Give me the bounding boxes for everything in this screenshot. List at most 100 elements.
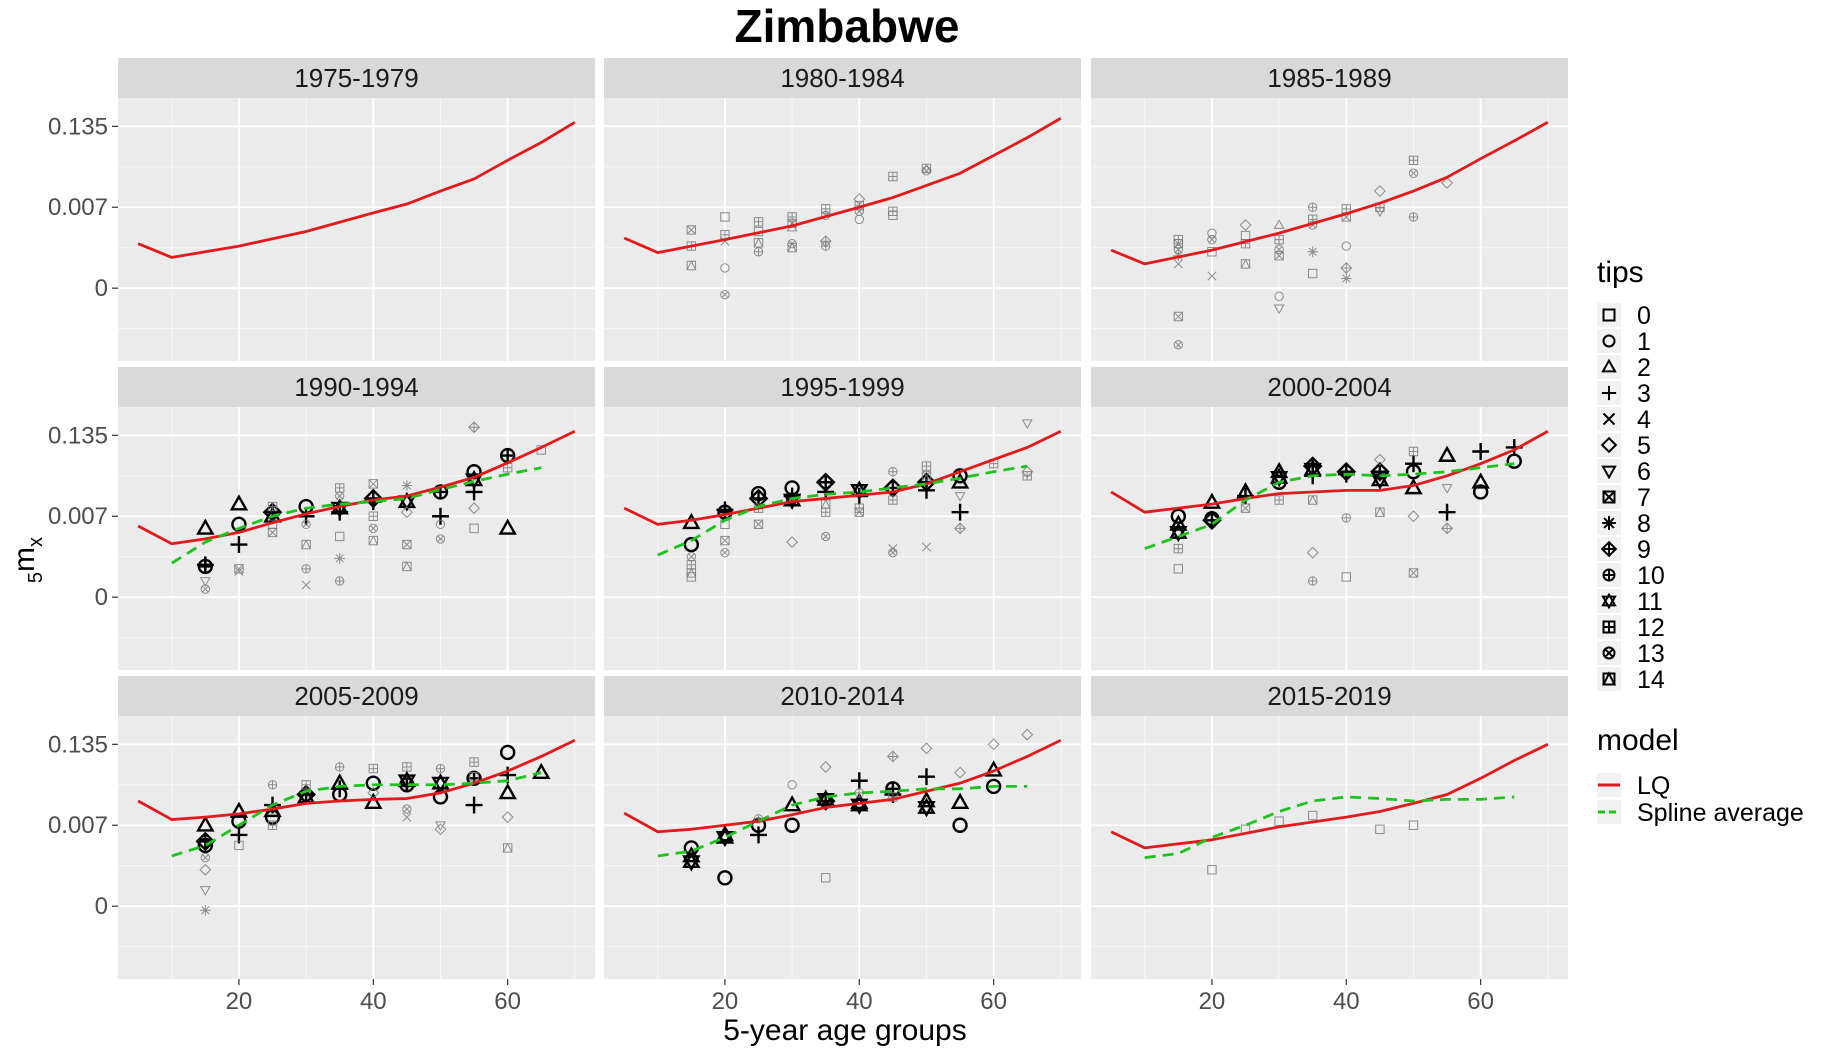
data-point-tip-13 xyxy=(921,166,932,176)
data-point-tip-4 xyxy=(234,566,244,576)
legend-tips-label: 5 xyxy=(1637,432,1651,460)
data-point-tip-0 xyxy=(1207,247,1217,257)
facet-panel-2000-2004: 2000-2004 xyxy=(1091,367,1568,670)
data-point-tip-7 xyxy=(1173,311,1184,322)
data-point-tip-14 xyxy=(787,242,798,253)
data-point-tip-14 xyxy=(1240,258,1251,269)
data-point-tip-5 xyxy=(199,863,212,876)
lq-line xyxy=(623,117,1062,254)
data-point-tip-3 xyxy=(230,826,248,844)
x-axis-label: 5-year age groups xyxy=(723,1014,967,1047)
data-point-tip-4 xyxy=(921,542,932,552)
legend-tips-label: 12 xyxy=(1637,614,1665,642)
facet-panel-1995-1999: 1995-1999 xyxy=(604,367,1081,670)
data-point-tip-1 xyxy=(1271,474,1287,490)
x-tick-label: 40 xyxy=(846,988,873,1015)
data-point-tip-10 xyxy=(821,241,831,251)
legend-marker-star-of-david xyxy=(1601,592,1617,610)
data-point-tip-1 xyxy=(784,817,800,833)
data-point-tip-2 xyxy=(498,518,517,535)
data-point-tip-0 xyxy=(821,873,831,883)
chart-title: Zimbabwe xyxy=(735,0,960,52)
data-point-tip-13 xyxy=(200,852,211,863)
data-point-tip-0 xyxy=(1408,820,1419,830)
data-point-tip-6 xyxy=(435,821,446,832)
data-point-tip-7 xyxy=(686,225,697,235)
svg-text:5mx: 5mx xyxy=(8,537,47,583)
data-point-tip-6 xyxy=(954,492,966,502)
data-point-tip-3 xyxy=(918,768,935,786)
data-point-tip-1 xyxy=(435,519,446,530)
data-point-tip-0 xyxy=(720,212,730,222)
data-point-tip-11 xyxy=(682,851,701,872)
data-point-tip-7 xyxy=(921,471,932,481)
data-point-tip-10 xyxy=(335,762,345,772)
data-point-tip-5 xyxy=(1407,510,1420,523)
legend-tips-label: 7 xyxy=(1637,484,1651,512)
data-point-tip-12 xyxy=(1274,495,1284,505)
data-point-tip-11 xyxy=(397,770,417,791)
data-point-tip-14 xyxy=(368,535,379,546)
data-point-tip-5 xyxy=(1373,453,1386,466)
spline-average-line xyxy=(1144,462,1515,550)
spline-average-line xyxy=(171,771,542,858)
facet-strip xyxy=(1091,58,1568,98)
data-point-tip-6 xyxy=(1021,419,1033,430)
data-point-tip-9 xyxy=(468,421,481,434)
data-point-tip-12 xyxy=(402,762,412,772)
legend-tips-label: 2 xyxy=(1637,354,1651,382)
legend-tips-label: 10 xyxy=(1637,562,1665,590)
data-point-tip-7 xyxy=(854,507,864,517)
data-point-tip-1 xyxy=(717,870,733,886)
data-point-tip-2 xyxy=(950,792,970,809)
data-point-tip-12 xyxy=(1173,543,1184,554)
data-point-tip-2 xyxy=(229,801,249,818)
data-point-tip-8 xyxy=(334,553,345,564)
legend-tips-label: 13 xyxy=(1637,640,1665,668)
data-point-tip-0 xyxy=(1173,564,1184,574)
data-point-tip-2 xyxy=(364,792,383,809)
legend-tips-label: 3 xyxy=(1637,380,1651,408)
data-point-tip-12 xyxy=(267,501,278,512)
plot-area xyxy=(1091,716,1568,979)
data-point-tip-3 xyxy=(1472,443,1490,460)
legend-model-title: model xyxy=(1597,724,1679,757)
data-point-tip-7 xyxy=(1408,568,1419,578)
plot-area xyxy=(604,716,1081,979)
data-point-tip-7 xyxy=(1274,251,1284,261)
y-tick-label: 0 xyxy=(95,893,108,920)
data-point-tip-2 xyxy=(1471,472,1490,489)
data-point-tip-11 xyxy=(816,789,835,810)
facet-panel-2010-2014: 2010-2014 20 40 60 xyxy=(604,676,1081,1015)
lq-line xyxy=(137,430,576,546)
legend-marker-square-plus xyxy=(1602,620,1616,634)
facet-strip xyxy=(1091,676,1568,716)
data-point-tip-0 xyxy=(1341,572,1351,582)
data-point-tip-2 xyxy=(229,494,249,511)
facet-panel-1975-1979: 1975-1979 0 0.007 0.135 xyxy=(48,58,595,361)
y-tick-label: 0.007 xyxy=(48,812,108,839)
data-point-tip-13 xyxy=(200,584,211,594)
data-point-tip-2 xyxy=(1273,219,1285,229)
legend-key-bg xyxy=(1597,589,1621,613)
data-point-tip-1 xyxy=(332,786,348,803)
lq-line xyxy=(1110,743,1549,850)
facet-strip-label: 1985-1989 xyxy=(1267,63,1391,93)
data-point-tip-0 xyxy=(686,572,697,582)
data-point-tip-12 xyxy=(1408,155,1419,166)
data-point-tip-13 xyxy=(1408,168,1419,178)
data-point-tip-5 xyxy=(1239,219,1252,232)
data-point-tip-5 xyxy=(1306,546,1319,559)
data-point-tip-11 xyxy=(1169,522,1188,543)
legend-tips-label: 4 xyxy=(1637,406,1651,434)
data-point-tip-4 xyxy=(301,580,311,590)
data-point-tip-0 xyxy=(335,531,345,542)
data-point-tip-2 xyxy=(1437,445,1457,462)
facet-strip-label: 1995-1999 xyxy=(780,372,904,402)
legend-marker-circle-plus xyxy=(1602,568,1616,582)
data-point-tip-3 xyxy=(1405,455,1422,473)
data-point-tip-2 xyxy=(1202,492,1222,509)
data-point-tip-8 xyxy=(200,904,211,916)
y-tick-label: 0.135 xyxy=(48,113,108,140)
